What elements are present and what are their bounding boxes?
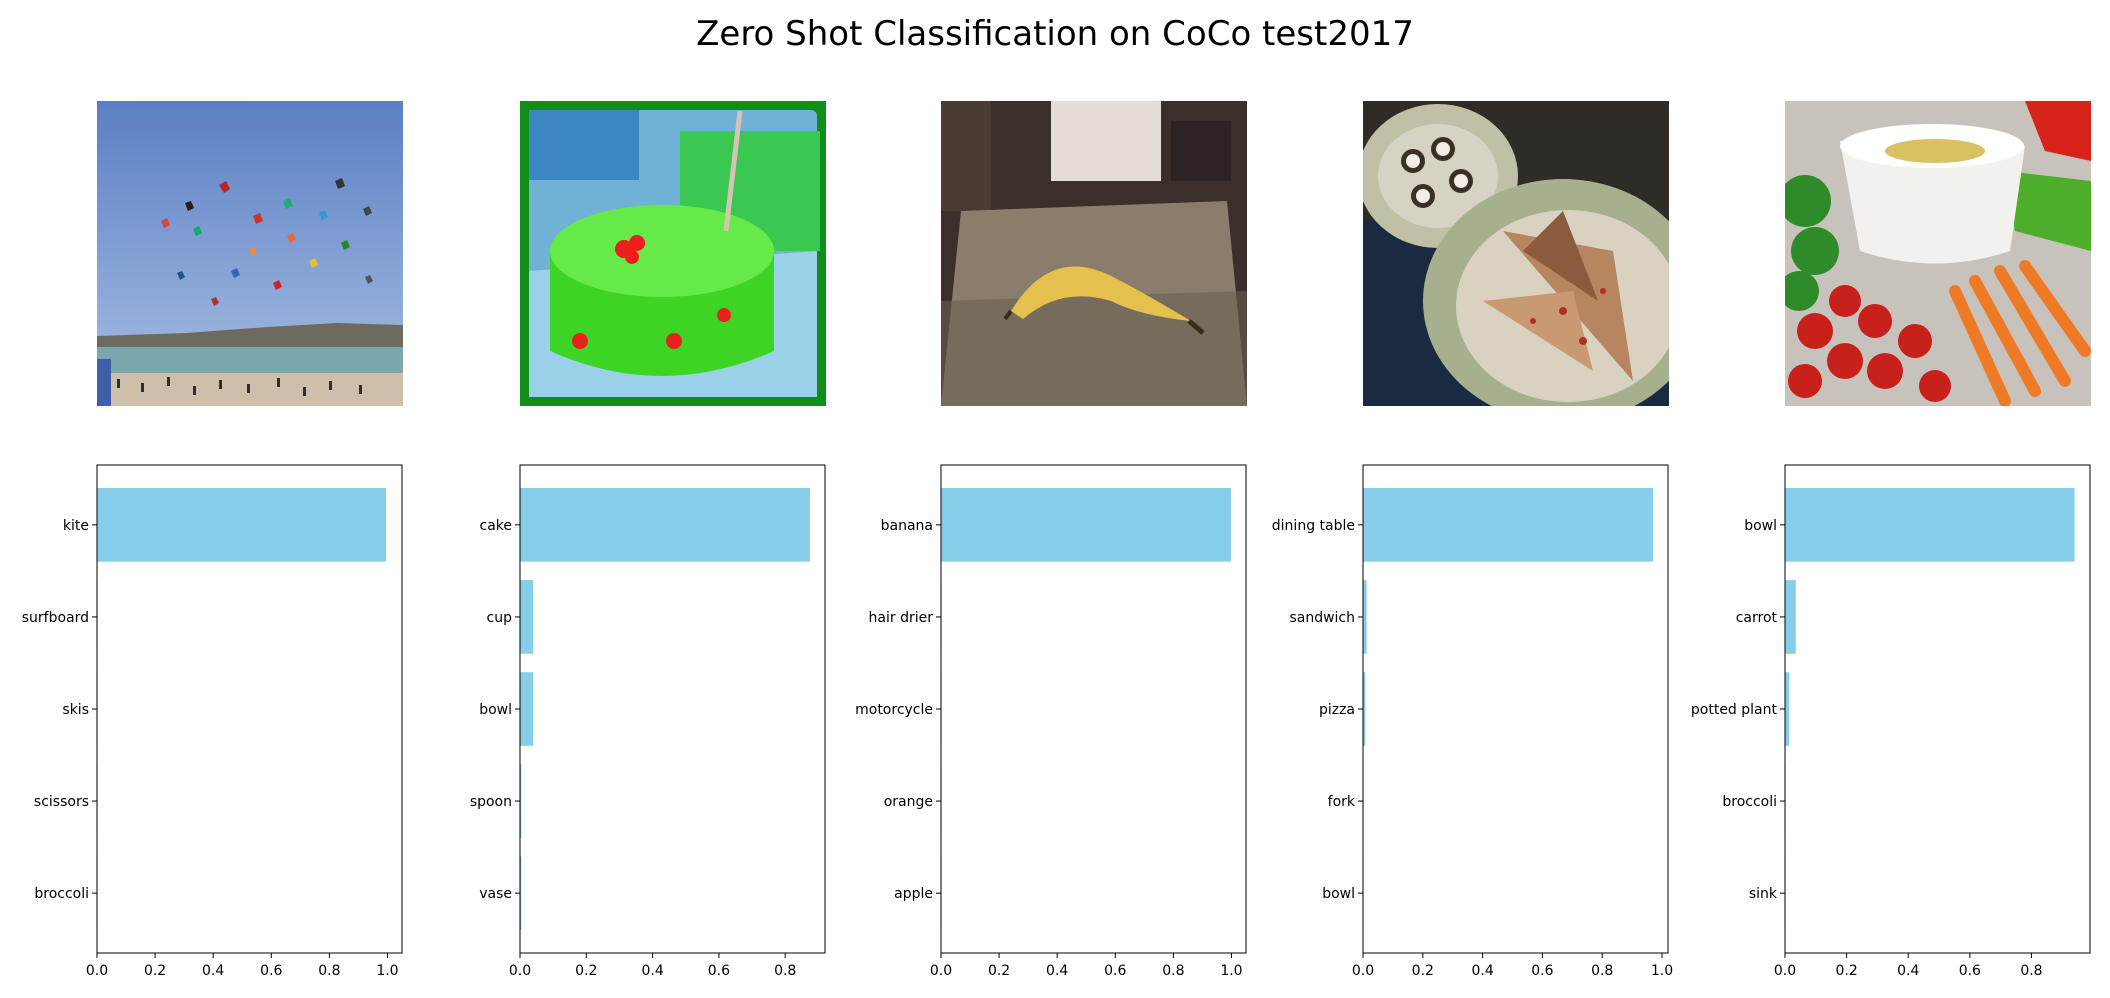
y-tick-label: cup [487, 610, 513, 626]
x-tick-label: 0.8 [774, 963, 796, 979]
vegetables-image [1785, 101, 2091, 406]
x-tick-label: 0.4 [1471, 963, 1493, 979]
x-tick-label: 0.2 [575, 963, 597, 979]
y-tick-label: cake [480, 518, 513, 534]
x-tick-label: 1.0 [376, 963, 398, 979]
y-tick-label: carrot [1736, 610, 1778, 626]
y-tick-label: kite [63, 518, 89, 534]
x-tick-label: 1.0 [1651, 963, 1673, 979]
y-tick-label: pizza [1319, 702, 1355, 718]
y-tick-label: broccoli [34, 886, 89, 902]
y-tick-label: fork [1328, 794, 1356, 810]
bar-kite [97, 488, 387, 562]
x-tick-label: 0.6 [708, 963, 730, 979]
y-tick-label: dining table [1272, 518, 1355, 534]
x-tick-label: 0.0 [86, 963, 108, 979]
y-tick-label: bowl [1744, 518, 1777, 534]
x-tick-label: 0.6 [260, 963, 282, 979]
bar-banana [941, 488, 1231, 562]
x-tick-label: 0.2 [988, 963, 1010, 979]
bar-pizza [1363, 672, 1366, 746]
bar-sandwich [1363, 580, 1367, 654]
x-tick-label: 0.6 [1959, 963, 1981, 979]
y-tick-label: spoon [470, 794, 512, 810]
plot-frame [940, 464, 1247, 954]
x-tick-label: 0.8 [1591, 963, 1613, 979]
plot-frame [96, 464, 403, 954]
y-tick-label: surfboard [22, 610, 89, 626]
bar-bowl [520, 672, 534, 746]
cake-image [520, 101, 826, 406]
x-tick-label: 0.2 [144, 963, 166, 979]
banana-image [941, 101, 1247, 406]
x-tick-label: 0.0 [1352, 963, 1374, 979]
kites-image [97, 101, 403, 406]
y-tick-label: scissors [34, 794, 89, 810]
y-tick-label: bowl [479, 702, 512, 718]
x-tick-label: 1.0 [1220, 963, 1242, 979]
chart-1: kite surfboard skis scissors broccoli 0.0 0.2 0… [22, 464, 403, 979]
y-tick-label: bowl [1322, 886, 1355, 902]
x-tick-label: 0.2 [1835, 963, 1857, 979]
x-tick-label: 0.8 [318, 963, 340, 979]
y-tick-label: apple [894, 886, 933, 902]
x-tick-label: 0.0 [509, 963, 531, 979]
figure-title: Zero Shot Classification on CoCo test201… [696, 14, 1414, 54]
y-tick-label: sandwich [1289, 610, 1355, 626]
plot-frame [1784, 464, 2091, 954]
y-tick-label: broccoli [1722, 794, 1777, 810]
bar-bowl [1785, 488, 2075, 562]
bar-spoon [520, 764, 522, 838]
x-tick-label: 0.6 [1104, 963, 1126, 979]
plot-frame [1362, 464, 1669, 954]
bar-dining-table [1363, 488, 1654, 562]
x-tick-label: 0.8 [1162, 963, 1184, 979]
x-tick-label: 0.4 [1046, 963, 1068, 979]
chart-5: bowl carrot potted plant broccoli sink 0.0 0.2… [1691, 464, 2091, 979]
chart-2: cake cup bowl spoon vase 0.0 0.2 0.4 0.6 0.8 [470, 464, 826, 979]
y-tick-label: hair drier [869, 610, 934, 626]
pizza-image [1363, 101, 1669, 406]
plot-frame [519, 464, 826, 954]
x-tick-label: 0.0 [930, 963, 952, 979]
y-tick-label: motorcycle [855, 702, 933, 718]
bar-carrot [1785, 580, 1796, 654]
y-tick-label: banana [881, 518, 933, 534]
bar-potted-plant [1785, 672, 1790, 746]
chart-4: dining table sandwich pizza fork bowl 0.0 0.2 0… [1272, 464, 1673, 979]
x-tick-label: 0.8 [2020, 963, 2042, 979]
y-tick-label: sink [1749, 886, 1778, 902]
bar-vase [520, 856, 522, 930]
y-tick-label: potted plant [1691, 702, 1778, 718]
y-tick-label: skis [62, 702, 89, 718]
y-tick-label: orange [884, 794, 933, 810]
x-tick-label: 0.4 [202, 963, 224, 979]
x-tick-label: 0.2 [1412, 963, 1434, 979]
x-tick-label: 0.4 [1897, 963, 1919, 979]
x-tick-label: 0.6 [1531, 963, 1553, 979]
bar-cake [520, 488, 811, 562]
chart-3: banana hair drier motorcycle orange apple 0.0… [855, 464, 1247, 979]
x-tick-label: 0.0 [1774, 963, 1796, 979]
bar-cup [520, 580, 534, 654]
y-tick-label: vase [479, 886, 512, 902]
x-tick-label: 0.4 [641, 963, 663, 979]
